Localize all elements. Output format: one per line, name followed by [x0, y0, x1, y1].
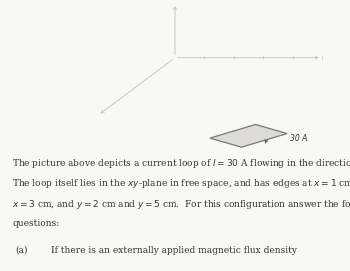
Text: $x = 3$ cm, and $y = 2$ cm and $y = 5$ cm.  For this configuration answer the fo: $x = 3$ cm, and $y = 2$ cm and $y = 5$ c… [12, 198, 350, 211]
Text: If there is an externally applied magnetic flux density: If there is an externally applied magnet… [51, 246, 297, 255]
Polygon shape [210, 124, 287, 147]
Text: (a): (a) [16, 246, 28, 255]
Text: The picture above depicts a current loop of $I = 30$ A flowing in the direction : The picture above depicts a current loop… [12, 157, 350, 170]
Text: 30 A: 30 A [290, 134, 307, 143]
Text: questions:: questions: [12, 219, 60, 228]
Text: The loop itself lies in the $xy$-plane in free space, and has edges at $x = 1$ c: The loop itself lies in the $xy$-plane i… [12, 178, 350, 191]
